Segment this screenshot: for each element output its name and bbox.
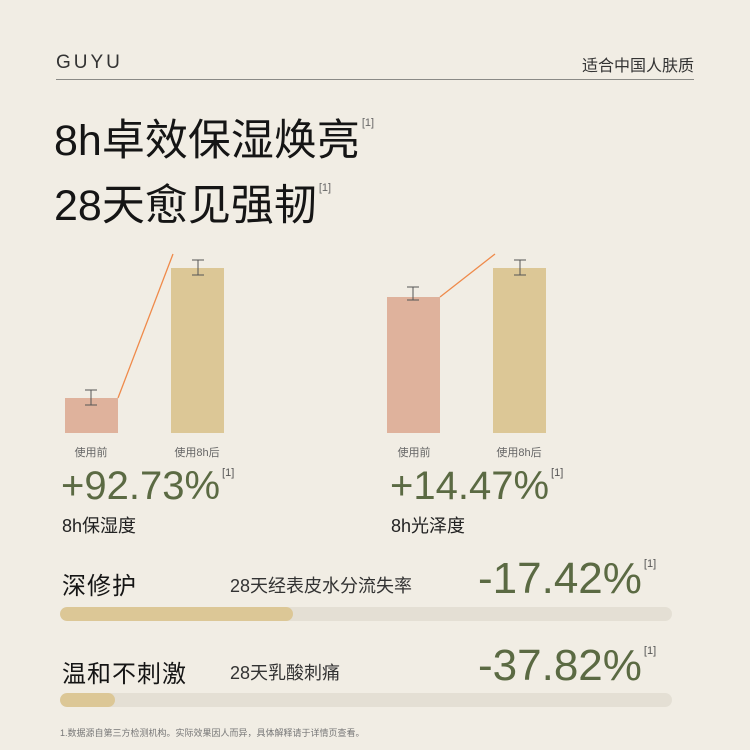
row-repair-title: 深修护 xyxy=(62,573,137,600)
hydration-stat-value: +92.73% xyxy=(61,464,221,508)
footnote: 1.数据源自第三方检测机构。实际效果因人而异，具体解释请于详情页查看。 xyxy=(60,728,365,738)
radiance-stat-value: +14.47% xyxy=(390,464,550,508)
headline-note-1: [1] xyxy=(361,117,375,129)
hydration-after-error-bar xyxy=(192,259,204,276)
row-gentle-desc: 28天乳酸刺痛 xyxy=(230,663,341,683)
row-repair-value-text: -17.42% xyxy=(478,554,642,603)
hydration-chart xyxy=(65,253,224,433)
hydration-stat: +92.73% [1] xyxy=(61,466,234,506)
hydration-category-after: 使用8h后 xyxy=(174,447,220,459)
brand-logo: GUYU xyxy=(56,52,123,73)
header-divider xyxy=(56,79,694,80)
radiance-stat: +14.47% [1] xyxy=(390,466,563,506)
row-gentle-progress-track xyxy=(60,693,672,707)
headline-note-2: [1] xyxy=(318,182,332,194)
hydration-stat-note: [1] xyxy=(222,467,235,479)
headline-line-2-text: 28天愈见强韧 xyxy=(54,182,317,230)
row-gentle-progress-fill xyxy=(60,693,116,707)
row-gentle-value-text: -37.82% xyxy=(478,641,642,690)
row-repair-progress-track xyxy=(60,607,672,621)
radiance-after-bar xyxy=(493,268,546,433)
radiance-trend-line xyxy=(439,253,496,298)
row-gentle-note: [1] xyxy=(643,645,657,657)
headline-line-2: 28天愈见强韧 [1] xyxy=(54,182,332,230)
hydration-trend-line xyxy=(117,253,174,399)
radiance-category-after: 使用8h后 xyxy=(496,447,542,459)
hydration-category-before: 使用前 xyxy=(74,447,108,459)
hydration-label: 8h保湿度 xyxy=(62,516,137,536)
row-repair-value: -17.42% [1] xyxy=(478,557,656,601)
tagline: 适合中国人肤质 xyxy=(581,58,694,75)
row-gentle-title: 温和不刺激 xyxy=(62,661,187,688)
hydration-after-bar xyxy=(171,268,224,433)
radiance-category-before: 使用前 xyxy=(397,447,431,459)
row-repair-note: [1] xyxy=(643,558,657,570)
radiance-stat-note: [1] xyxy=(551,467,564,479)
radiance-chart xyxy=(387,253,546,433)
radiance-before-bar xyxy=(387,297,440,433)
headline-line-1-text: 8h卓效保湿焕亮 xyxy=(54,117,360,165)
row-gentle-value: -37.82% [1] xyxy=(478,644,656,688)
hydration-before-error-bar xyxy=(85,389,97,406)
radiance-before-error-bar xyxy=(407,286,419,301)
radiance-after-error-bar xyxy=(514,259,526,276)
row-repair-progress-fill xyxy=(60,607,293,621)
radiance-label: 8h光泽度 xyxy=(391,516,466,536)
row-repair-desc: 28天经表皮水分流失率 xyxy=(230,576,413,596)
headline-line-1: 8h卓效保湿焕亮 [1] xyxy=(54,117,375,165)
